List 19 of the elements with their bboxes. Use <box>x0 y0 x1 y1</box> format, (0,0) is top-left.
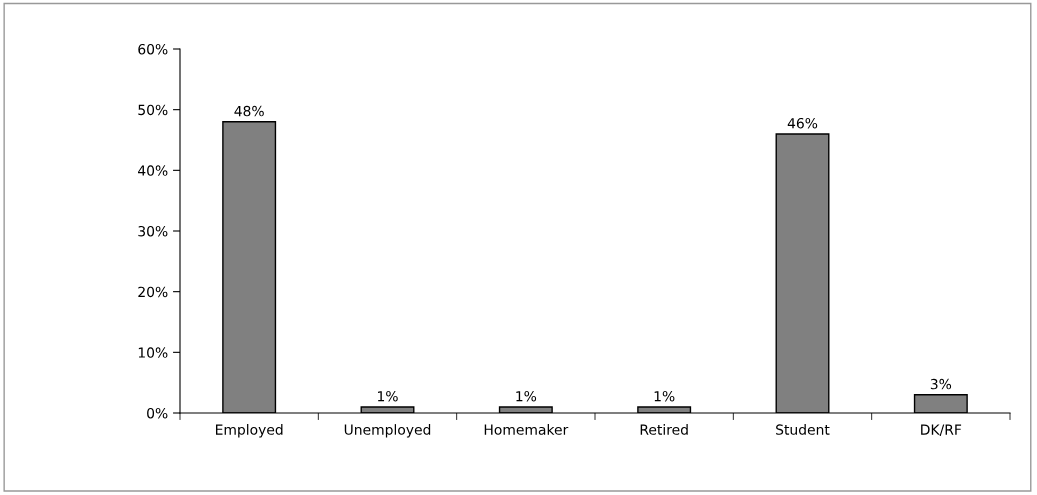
y-tick-label: 10% <box>138 347 168 358</box>
x-tick-label: Employed <box>216 424 283 438</box>
x-tick-label: Unemployed <box>344 424 431 438</box>
data-label: 1% <box>378 390 398 402</box>
data-label: 3% <box>930 378 952 390</box>
data-label: 46% <box>787 117 818 129</box>
y-tick-label: 30% <box>138 225 168 237</box>
y-tick-label: 40% <box>138 165 168 176</box>
y-tick-label: 60% <box>138 43 168 55</box>
y-tick-label: 50% <box>138 104 168 116</box>
data-label: 1% <box>516 390 537 402</box>
data-label: 1% <box>654 390 675 402</box>
data-label: 48% <box>234 105 264 117</box>
y-tick-label: 20% <box>138 286 168 298</box>
y-tick-label: 0% <box>147 407 168 419</box>
x-tick-label: DK/RF <box>921 424 962 436</box>
x-tick-label: Retired <box>640 424 688 435</box>
x-tick-label: Student <box>776 424 830 435</box>
x-tick-label: Homemaker <box>484 424 569 435</box>
